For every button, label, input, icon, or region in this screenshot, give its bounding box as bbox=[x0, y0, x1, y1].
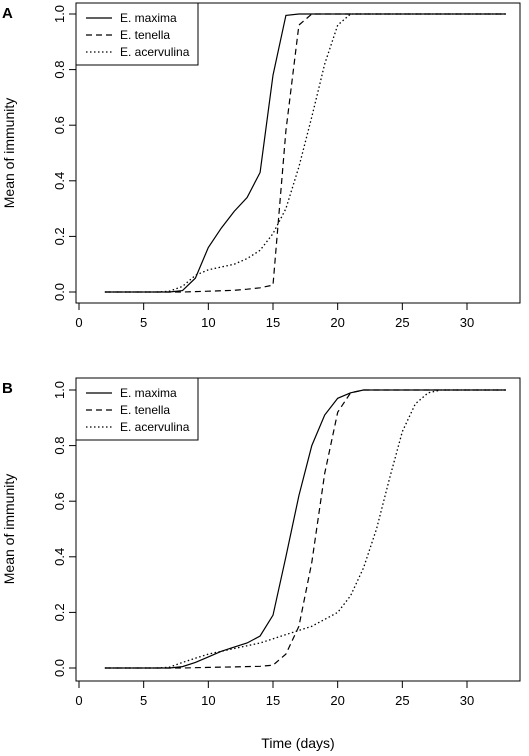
series-line-a-e-tenella bbox=[104, 13, 506, 293]
legend-label-b-e-acervulina: E. acervulina bbox=[120, 420, 190, 434]
y-tick-label-a-0.4: 0.4 bbox=[52, 172, 67, 190]
y-tick-label-a-0.8: 0.8 bbox=[52, 61, 67, 79]
legend-label-b-e-tenella: E. tenella bbox=[120, 403, 170, 417]
y-axis-title-b: Mean of immunity bbox=[1, 474, 17, 584]
series-line-b-e-maxima bbox=[104, 389, 506, 669]
x-tick-label-b-25: 25 bbox=[395, 693, 409, 708]
plot-frame-a bbox=[75, 2, 521, 304]
x-tick-label-b-20: 20 bbox=[330, 693, 344, 708]
series-line-a-e-maxima bbox=[104, 13, 506, 293]
x-tick-label-a-30: 30 bbox=[460, 315, 474, 330]
y-tick-label-a-0.2: 0.2 bbox=[52, 227, 67, 245]
panel-letter-a: A bbox=[2, 5, 13, 22]
legend-label-a-e-tenella: E. tenella bbox=[120, 28, 170, 42]
x-tick-label-b-15: 15 bbox=[266, 693, 280, 708]
panel-b: B 0 5 10 15 20 25 30 0.0 0.2 0.4 0.6 0.8 1.0 Mean o… bbox=[1, 377, 521, 708]
series-line-b-e-tenella bbox=[104, 389, 506, 669]
y-tick-label-a-0.0: 0.0 bbox=[52, 283, 67, 301]
y-tick-label-a-1.0: 1.0 bbox=[52, 5, 67, 23]
legend-label-a-e-maxima: E. maxima bbox=[120, 11, 177, 25]
panel-a: A 0 5 10 15 20 25 30 0.0 0.2 0.4 0.6 0.8 1.0 Mean o… bbox=[1, 2, 521, 330]
y-axis-b: 0.0 0.2 0.4 0.6 0.8 1.0 bbox=[52, 381, 76, 677]
y-axis-a: 0.0 0.2 0.4 0.6 0.8 1.0 bbox=[52, 5, 76, 301]
x-tick-label-b-30: 30 bbox=[460, 693, 474, 708]
legend-label-a-e-acervulina: E. acervulina bbox=[120, 45, 190, 59]
x-axis-a: 0 5 10 15 20 25 30 bbox=[75, 303, 474, 330]
legend-box-b bbox=[75, 377, 199, 441]
legend-box-a bbox=[75, 2, 199, 66]
y-tick-label-a-0.6: 0.6 bbox=[52, 116, 67, 134]
x-tick-label-a-10: 10 bbox=[201, 315, 215, 330]
y-tick-label-b-0.2: 0.2 bbox=[52, 603, 67, 621]
plot-frame-b bbox=[75, 377, 521, 682]
x-tick-label-a-15: 15 bbox=[266, 315, 280, 330]
y-tick-label-b-0.6: 0.6 bbox=[52, 492, 67, 510]
y-tick-label-b-0.4: 0.4 bbox=[52, 548, 67, 566]
panel-letter-b: B bbox=[2, 380, 13, 397]
x-tick-label-b-5: 5 bbox=[140, 693, 147, 708]
x-tick-label-b-0: 0 bbox=[75, 693, 82, 708]
x-axis-b: 0 5 10 15 20 25 30 bbox=[75, 681, 474, 708]
y-tick-label-b-0.0: 0.0 bbox=[52, 659, 67, 677]
legend-a: E. maxima E. tenella E. acervulina bbox=[75, 2, 199, 66]
x-tick-label-b-10: 10 bbox=[201, 693, 215, 708]
x-tick-label-a-5: 5 bbox=[140, 315, 147, 330]
series-layer-b bbox=[104, 389, 506, 669]
x-tick-label-a-20: 20 bbox=[330, 315, 344, 330]
y-tick-label-b-1.0: 1.0 bbox=[52, 381, 67, 399]
y-axis-title-a: Mean of immunity bbox=[1, 98, 17, 208]
x-axis-title: Time (days) bbox=[261, 735, 334, 751]
x-tick-label-a-0: 0 bbox=[75, 315, 82, 330]
legend-label-b-e-maxima: E. maxima bbox=[120, 386, 177, 400]
series-layer-a bbox=[104, 13, 506, 293]
x-tick-label-a-25: 25 bbox=[395, 315, 409, 330]
y-tick-label-b-0.8: 0.8 bbox=[52, 437, 67, 455]
legend-b: E. maxima E. tenella E. acervulina bbox=[75, 377, 199, 441]
